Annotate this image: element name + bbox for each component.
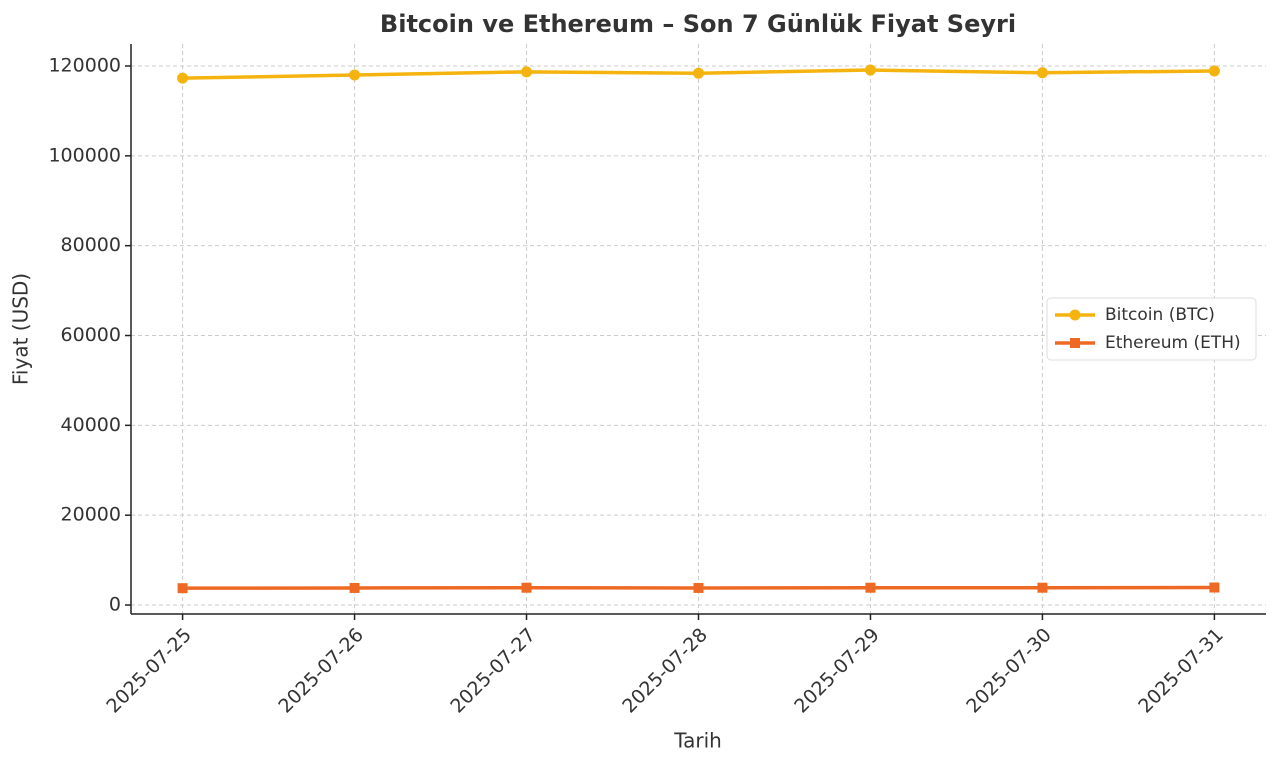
data-point — [1036, 67, 1048, 79]
x-tick-label: 2025-07-25 — [102, 624, 196, 718]
x-tick-label: 2025-07-26 — [274, 624, 368, 718]
legend-marker — [1070, 338, 1080, 348]
legend-label: Ethereum (ETH) — [1105, 333, 1241, 353]
legend-marker — [1069, 309, 1081, 321]
x-tick-label: 2025-07-31 — [1134, 624, 1228, 718]
x-tick-label: 2025-07-29 — [790, 624, 884, 718]
y-tick-label: 120000 — [48, 55, 121, 77]
data-point — [177, 72, 189, 84]
chart-title: Bitcoin ve Ethereum – Son 7 Günlük Fiyat… — [380, 10, 1016, 38]
y-tick-label: 100000 — [48, 144, 121, 166]
legend-label: Bitcoin (BTC) — [1105, 305, 1215, 325]
legend: Bitcoin (BTC) Ethereum (ETH) — [1046, 297, 1257, 361]
x-axis-label: Tarih — [673, 729, 722, 753]
y-tick-label: 40000 — [61, 414, 121, 436]
y-tick-label: 60000 — [61, 324, 121, 346]
y-tick-label: 0 — [109, 594, 121, 616]
y-tick-label: 80000 — [61, 234, 121, 256]
y-axis-label: Fiyat (USD) — [9, 273, 33, 385]
data-point — [349, 69, 361, 81]
data-point — [349, 582, 360, 593]
data-point — [177, 583, 188, 594]
x-tick-label: 2025-07-30 — [962, 624, 1056, 718]
data-point — [521, 582, 532, 593]
x-tick-label: 2025-07-28 — [618, 624, 712, 718]
data-point — [865, 582, 876, 593]
x-tick-label: 2025-07-27 — [446, 624, 540, 718]
data-point — [1209, 582, 1220, 593]
data-point — [1037, 582, 1048, 593]
data-point — [1208, 65, 1220, 77]
y-tick-label: 20000 — [61, 504, 121, 526]
data-point — [864, 64, 876, 76]
legend-box — [1046, 297, 1257, 361]
data-point — [693, 582, 704, 593]
data-point — [693, 67, 704, 79]
data-point — [521, 66, 533, 78]
